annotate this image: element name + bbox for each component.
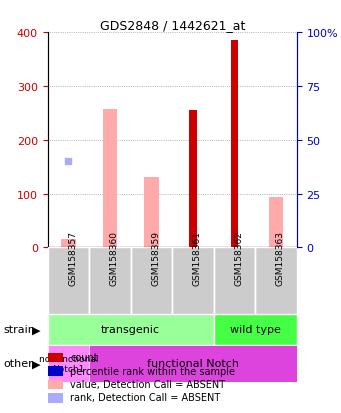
FancyBboxPatch shape — [48, 345, 89, 382]
FancyBboxPatch shape — [255, 248, 297, 314]
Text: no functional
Notch1: no functional Notch1 — [39, 354, 98, 373]
FancyBboxPatch shape — [172, 248, 214, 314]
Bar — [189, 111, 196, 248]
Text: GSM158360: GSM158360 — [110, 230, 119, 285]
Text: functional Notch: functional Notch — [147, 358, 239, 368]
Bar — [103, 109, 117, 248]
Text: rank, Detection Call = ABSENT: rank, Detection Call = ABSENT — [70, 392, 220, 403]
Text: GSM158363: GSM158363 — [276, 230, 285, 285]
FancyBboxPatch shape — [48, 314, 214, 345]
FancyBboxPatch shape — [89, 248, 131, 314]
Text: other: other — [3, 358, 33, 368]
Text: GSM158357: GSM158357 — [69, 230, 77, 285]
Bar — [231, 41, 238, 248]
Bar — [48, 353, 63, 363]
FancyBboxPatch shape — [214, 314, 297, 345]
Text: value, Detection Call = ABSENT: value, Detection Call = ABSENT — [70, 379, 225, 389]
Text: ▶: ▶ — [32, 358, 41, 368]
FancyBboxPatch shape — [48, 248, 89, 314]
Text: strain: strain — [3, 324, 35, 335]
Bar — [269, 198, 283, 248]
Text: GSM158359: GSM158359 — [151, 230, 161, 285]
Bar — [48, 380, 63, 389]
Bar — [48, 393, 63, 403]
Text: wild type: wild type — [230, 324, 281, 335]
Bar — [144, 178, 159, 248]
Text: GSM158361: GSM158361 — [193, 230, 202, 285]
FancyBboxPatch shape — [131, 248, 172, 314]
Text: transgenic: transgenic — [101, 324, 160, 335]
FancyBboxPatch shape — [214, 248, 255, 314]
Text: GSM158362: GSM158362 — [235, 230, 243, 285]
Bar — [48, 367, 63, 376]
FancyBboxPatch shape — [89, 345, 297, 382]
Text: ▶: ▶ — [32, 324, 41, 335]
Text: count: count — [70, 352, 98, 362]
Title: GDS2848 / 1442621_at: GDS2848 / 1442621_at — [100, 19, 245, 32]
Text: percentile rank within the sample: percentile rank within the sample — [70, 366, 235, 376]
Bar — [61, 240, 76, 248]
